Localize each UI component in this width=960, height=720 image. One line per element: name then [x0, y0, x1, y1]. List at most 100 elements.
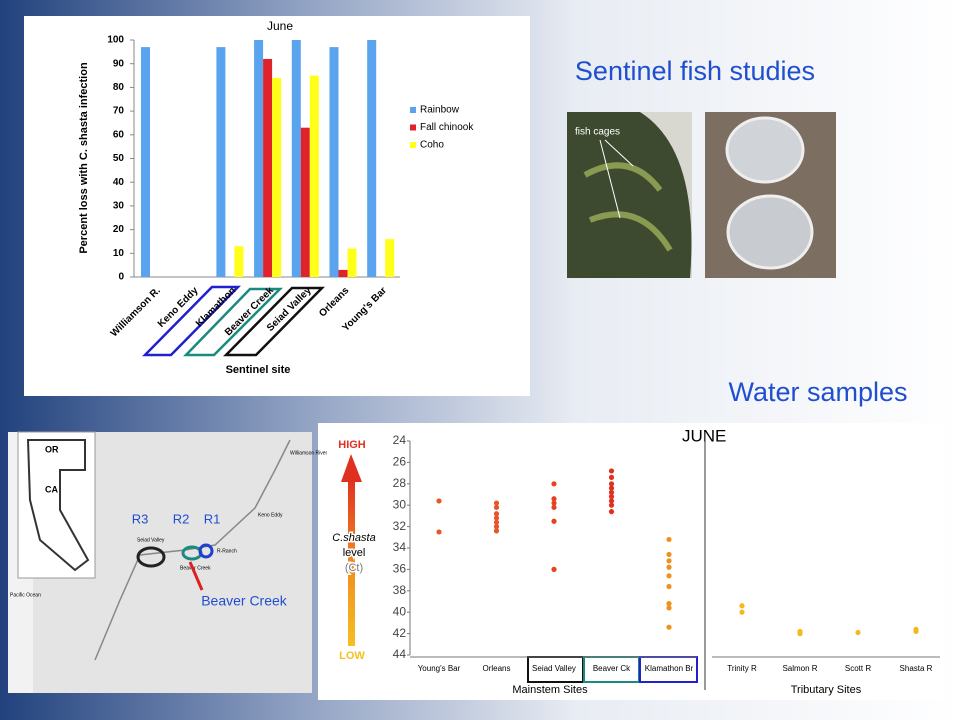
map-label: OR — [45, 444, 59, 454]
map-ring — [136, 546, 166, 568]
point — [666, 583, 672, 590]
map-label: Keno Eddy — [258, 512, 283, 518]
bar — [291, 40, 301, 277]
y-tick-label: 44 — [393, 647, 407, 661]
map-label: Seiad Valley — [137, 537, 165, 543]
map-ring — [198, 543, 214, 559]
bar — [338, 269, 348, 277]
bar — [141, 47, 150, 277]
point — [493, 519, 500, 525]
y-tick-label: 42 — [393, 626, 407, 640]
point — [608, 509, 615, 515]
strip-panel — [318, 423, 945, 700]
y-tick-label: 100 — [107, 35, 124, 46]
bar — [367, 40, 377, 277]
point — [551, 566, 557, 573]
y-tick-label: 30 — [393, 497, 407, 511]
x-tick-label: Young's Bar — [418, 664, 461, 673]
y-tick-label: 28 — [393, 476, 407, 490]
point — [608, 468, 615, 474]
map-label: R3 — [132, 511, 149, 526]
point — [493, 524, 500, 530]
map-label: Pacific Ocean — [10, 592, 41, 598]
map-label: R-Ranch — [217, 548, 237, 554]
legend-text: level — [343, 547, 366, 559]
y-tick-label: 50 — [113, 153, 125, 164]
site-outline — [183, 287, 284, 357]
point — [551, 481, 557, 487]
point — [493, 504, 500, 510]
photo-detail — [583, 162, 673, 252]
bar — [309, 75, 319, 277]
legend-label: Fall chinook — [420, 122, 474, 133]
photo-label: fish cages — [575, 127, 620, 138]
map-label: Beaver Creek — [180, 565, 211, 571]
legend-text: (Ct) — [345, 562, 363, 574]
point — [436, 529, 442, 535]
legend-label: Rainbow — [420, 105, 460, 116]
y-tick-label: 70 — [113, 106, 125, 117]
y-tick-label: 26 — [393, 455, 407, 469]
point — [551, 518, 557, 524]
legend-swatch — [410, 124, 416, 131]
map-label: CA — [45, 484, 58, 494]
legend-text: LOW — [339, 650, 365, 662]
point — [666, 564, 672, 570]
bar — [234, 246, 244, 277]
y-tick-label: 90 — [113, 58, 125, 69]
bar — [329, 47, 339, 277]
bar — [216, 47, 226, 277]
point — [666, 536, 672, 543]
bar — [385, 239, 395, 277]
y-tick-label: 36 — [393, 562, 407, 576]
photo-arrow — [599, 139, 621, 219]
legend-swatch — [410, 142, 416, 148]
point — [493, 528, 500, 534]
y-tick-label: 40 — [393, 604, 407, 618]
point — [608, 485, 615, 491]
bar — [300, 127, 310, 277]
point — [608, 494, 615, 500]
x-tick-label: Scott R — [845, 664, 871, 673]
y-tick-label: 20 — [113, 224, 125, 235]
ct-legend-bar — [348, 478, 355, 646]
map-label: Williamson River — [290, 450, 328, 456]
photo-detail — [726, 194, 814, 270]
bar — [254, 40, 264, 277]
point — [493, 515, 500, 521]
x-tick-label: Shasta R — [900, 664, 933, 673]
point — [551, 496, 557, 502]
point — [551, 500, 557, 506]
map-label: Beaver Creek — [201, 593, 288, 609]
x-tick-label: Beaver Ck — [593, 664, 631, 673]
map-label: R1 — [204, 511, 221, 526]
point — [666, 551, 672, 558]
legend-text: HIGH — [338, 439, 366, 451]
bar — [272, 77, 282, 277]
y-tick-label: 10 — [113, 248, 125, 259]
point — [666, 624, 672, 630]
y-tick-label: 38 — [393, 583, 407, 597]
x-tick-label: Klamathon Br — [645, 664, 694, 673]
map-inset-outline — [26, 439, 90, 572]
point — [739, 609, 745, 615]
point — [666, 573, 672, 579]
y-tick-label: 60 — [113, 129, 125, 140]
point — [913, 628, 919, 635]
map-arrow — [188, 561, 204, 591]
point — [608, 481, 615, 487]
point — [797, 631, 803, 637]
y-tick-label: 0 — [118, 272, 124, 283]
legend-label: Coho — [420, 140, 444, 151]
point — [551, 504, 557, 510]
y-tick-label: 40 — [113, 177, 125, 188]
point — [739, 603, 745, 609]
point — [608, 502, 615, 508]
group-label: Tributary Sites — [791, 684, 862, 696]
bar — [347, 248, 357, 277]
x-tick-label: Trinity R — [727, 664, 757, 673]
point — [608, 474, 615, 480]
point — [608, 498, 615, 504]
map-label: R2 — [173, 511, 190, 526]
heading: Sentinel fish studies — [575, 56, 815, 86]
